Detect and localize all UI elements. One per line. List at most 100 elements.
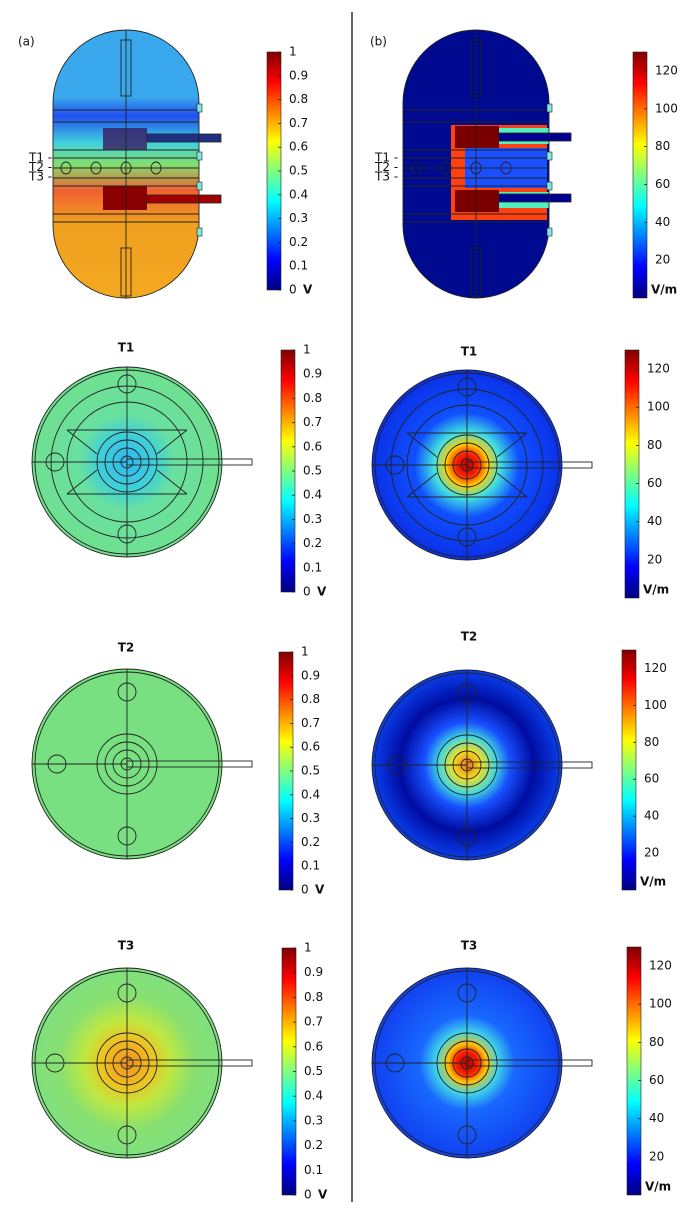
colorbar-tick-label: 0.9 [303,367,322,381]
feed-rod [126,760,253,768]
colorbar-tick-label: 0.9 [304,965,323,979]
port [117,1125,137,1145]
colorbar-tick-label: 1 [303,343,311,357]
section-marker: T1 - [28,151,52,165]
port [90,161,102,175]
electrode-ring [444,442,490,488]
colorbar-tick-label: 0 [301,883,309,897]
electrode-high [103,128,147,150]
port-tab [196,227,203,237]
colorbar-tick-label: 0.1 [304,1163,323,1177]
port [117,983,137,1003]
electrode-ring [96,1032,158,1094]
colorbar-tick-label: 40 [649,1111,664,1125]
electrode-ring [452,1048,482,1078]
colorbar-tick-label: 0 [289,283,297,297]
electrode-ring [452,750,482,780]
electrode-arm [146,194,222,204]
electrode-ring [96,733,158,795]
port [117,524,137,544]
electrode-ring [96,431,158,493]
panel-label: (b) [370,35,387,49]
port [387,755,407,775]
colorbar-unit: V/m [645,1180,671,1194]
overview-outline [402,29,550,299]
colorbar-tick-label: 20 [644,846,659,860]
section-title: T2 [461,630,478,644]
rod [470,247,482,297]
colorbar-tick-label: 0.9 [301,668,320,682]
port [457,1125,477,1145]
colorbar-tick-label: 100 [644,698,667,712]
port [457,527,477,547]
rod [120,247,132,297]
section-marker: T2 - [28,160,52,174]
port-tab [546,227,553,237]
colorbar-unit: V [315,883,325,897]
colorbar-tick-label: 0.3 [301,811,320,825]
port [117,682,137,702]
electrode-ring [120,1056,134,1070]
guard-ring [66,401,188,523]
colorbar-tick-label: 1 [301,645,309,659]
guard-ring [390,388,544,542]
electrode-ring [444,1040,490,1086]
panel-label: (a) [18,35,35,49]
colorbar [621,649,637,891]
port-tab [546,103,553,113]
colorbar-tick-label: 0.5 [303,464,322,478]
feed-rod [466,461,593,469]
colorbar-tick-label: 0.2 [304,1138,323,1152]
colorbar-tick-label: 0.5 [289,164,308,178]
electrode-high [455,126,499,148]
guard-ring [406,404,528,526]
colorbar-tick-label: 100 [649,997,672,1011]
port [457,377,477,397]
electrode-ring [112,1048,142,1078]
electrode-ring [460,758,474,772]
colorbar [632,51,648,299]
colorbar [626,946,642,1196]
colorbar-tick-label: 120 [649,959,672,973]
colorbar-tick-label: 0.3 [289,211,308,225]
colorbar-tick-label: 0.7 [289,116,308,130]
colorbar-tick-label: 60 [647,476,662,490]
colorbar-tick-label: 0.8 [303,391,322,405]
colorbar-tick-label: 80 [649,1035,664,1049]
overview-outline [52,29,200,299]
colorbar-unit: V [317,585,327,599]
colorbar-tick-label: 120 [647,362,670,376]
port [385,455,405,475]
colorbar-tick-label: 60 [644,772,659,786]
rod [120,39,132,97]
colorbar-tick-label: 20 [649,1149,664,1163]
colorbar-unit: V/m [651,283,677,297]
port [457,683,477,703]
section-title: T2 [118,641,135,655]
port [117,826,137,846]
colorbar-tick-label: 0.6 [289,140,308,154]
port [60,161,72,175]
electrode-ring [104,1040,150,1086]
colorbar-tick-label: 0.6 [301,740,320,754]
feed-rod [126,458,253,466]
colorbar-tick-label: 20 [647,552,662,566]
colorbar-tick-label: 0.1 [289,259,308,273]
electrode-high [455,190,499,212]
colorbar-tick-label: 120 [655,63,678,77]
electrode-ring [112,749,142,779]
colorbar-tick-label: 80 [644,735,659,749]
colorbar-tick-label: 0.6 [304,1039,323,1053]
colorbar-tick-label: 0.2 [301,835,320,849]
colorbar-tick-label: 0.8 [301,692,320,706]
electrode-ring [120,757,134,771]
port-tab [196,151,203,161]
colorbar-unit: V [318,1188,328,1202]
colorbar-tick-label: 0 [304,1188,312,1202]
colorbar-tick-label: 0.3 [304,1113,323,1127]
colorbar-tick-label: 0.1 [301,859,320,873]
port [150,161,162,175]
colorbar-tick-label: 0.7 [301,716,320,730]
colorbar-tick-label: 0.8 [289,92,308,106]
colorbar-tick-label: 120 [644,661,667,675]
